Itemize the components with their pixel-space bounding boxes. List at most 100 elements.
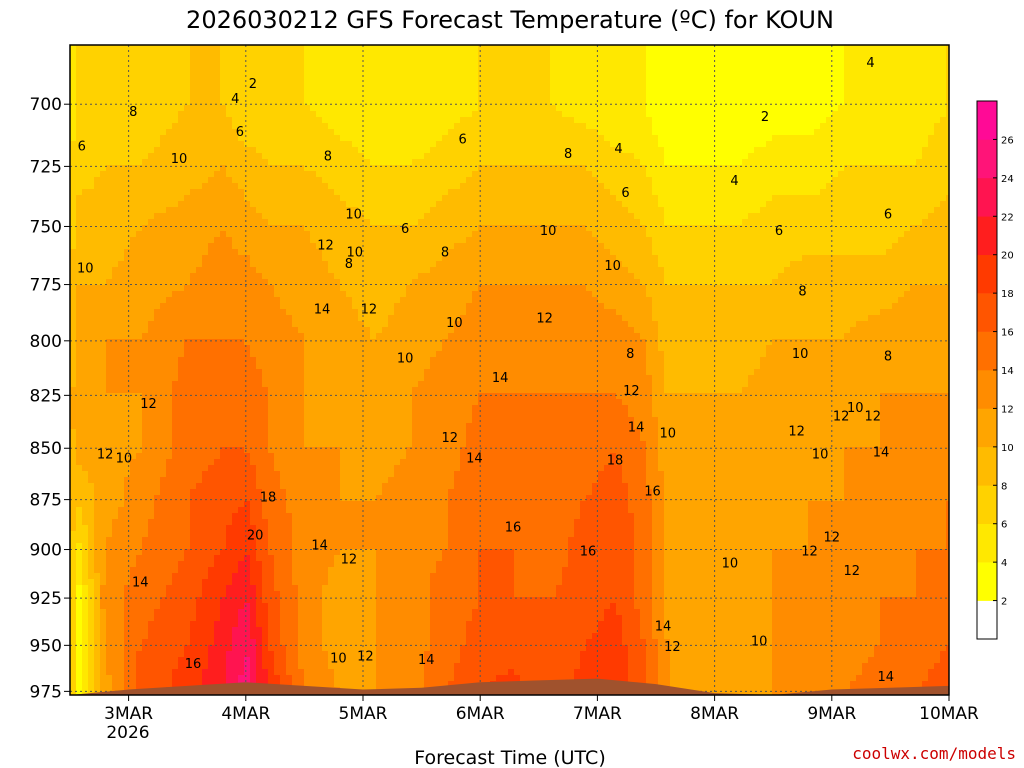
temperature-cell: [316, 399, 323, 406]
temperature-cell: [334, 135, 341, 142]
temperature-cell: [166, 57, 173, 64]
temperature-cell: [274, 57, 281, 64]
temperature-cell: [328, 381, 335, 388]
temperature-cell: [226, 381, 233, 388]
temperature-cell: [214, 345, 221, 352]
temperature-cell: [190, 147, 197, 154]
temperature-cell: [304, 645, 311, 652]
temperature-cell: [220, 411, 227, 418]
temperature-cell: [280, 507, 287, 514]
temperature-cell: [130, 615, 137, 622]
temperature-cell: [148, 183, 155, 190]
temperature-cell: [244, 351, 251, 358]
temperature-cell: [88, 51, 95, 58]
temperature-cell: [82, 375, 89, 382]
temperature-cell: [238, 255, 245, 262]
temperature-cell: [118, 345, 125, 352]
temperature-cell: [166, 531, 173, 538]
temperature-cell: [322, 585, 329, 592]
temperature-cell: [190, 357, 197, 364]
temperature-cell: [268, 399, 275, 406]
temperature-cell: [220, 249, 227, 256]
temperature-cell: [136, 639, 143, 646]
temperature-cell: [154, 645, 161, 652]
temperature-cell: [226, 543, 233, 550]
temperature-cell: [340, 381, 347, 388]
temperature-cell: [178, 549, 185, 556]
temperature-cell: [172, 165, 179, 172]
temperature-cell: [190, 93, 197, 100]
temperature-cell: [232, 435, 239, 442]
temperature-cell: [208, 651, 215, 658]
temperature-cell: [244, 345, 251, 352]
temperature-cell: [220, 525, 227, 532]
temperature-cell: [184, 477, 191, 484]
temperature-cell: [148, 447, 155, 454]
temperature-cell: [334, 621, 341, 628]
temperature-cell: [70, 633, 77, 640]
temperature-cell: [340, 549, 347, 556]
temperature-cell: [340, 477, 347, 484]
temperature-cell: [118, 459, 125, 466]
temperature-cell: [196, 141, 203, 148]
temperature-cell: [118, 171, 125, 178]
temperature-cell: [94, 489, 101, 496]
temperature-cell: [256, 171, 263, 178]
temperature-cell: [166, 621, 173, 628]
temperature-cell: [184, 381, 191, 388]
temperature-cell: [292, 411, 299, 418]
temperature-cell: [214, 399, 221, 406]
temperature-cell: [268, 651, 275, 658]
temperature-cell: [130, 459, 137, 466]
temperature-cell: [304, 45, 311, 52]
temperature-cell: [100, 609, 107, 616]
temperature-cell: [154, 285, 161, 292]
temperature-cell: [148, 123, 155, 130]
temperature-cell: [292, 531, 299, 538]
temperature-cell: [250, 573, 257, 580]
temperature-cell: [118, 435, 125, 442]
temperature-cell: [70, 75, 77, 82]
temperature-cell: [172, 477, 179, 484]
temperature-cell: [322, 183, 329, 190]
temperature-cell: [160, 417, 167, 424]
temperature-cell: [292, 93, 299, 100]
temperature-cell: [238, 333, 245, 340]
temperature-cell: [286, 231, 293, 238]
temperature-cell: [220, 237, 227, 244]
temperature-cell: [238, 453, 245, 460]
temperature-cell: [196, 69, 203, 76]
temperature-cell: [250, 105, 257, 112]
temperature-cell: [190, 141, 197, 148]
temperature-cell: [142, 309, 149, 316]
temperature-cell: [130, 483, 137, 490]
temperature-cell: [256, 579, 263, 586]
temperature-cell: [214, 225, 221, 232]
temperature-cell: [154, 423, 161, 430]
temperature-cell: [148, 615, 155, 622]
temperature-cell: [232, 327, 239, 334]
temperature-cell: [142, 459, 149, 466]
temperature-cell: [268, 225, 275, 232]
temperature-cell: [82, 537, 89, 544]
temperature-cell: [262, 573, 269, 580]
temperature-cell: [184, 51, 191, 58]
temperature-cell: [334, 207, 341, 214]
temperature-cell: [208, 99, 215, 106]
temperature-cell: [160, 117, 167, 124]
temperature-cell: [94, 597, 101, 604]
temperature-cell: [70, 195, 77, 202]
temperature-cell: [292, 267, 299, 274]
temperature-cell: [166, 327, 173, 334]
temperature-cell: [334, 549, 341, 556]
temperature-cell: [238, 237, 245, 244]
temperature-cell: [82, 369, 89, 376]
temperature-cell: [82, 303, 89, 310]
temperature-cell: [172, 93, 179, 100]
temperature-cell: [232, 171, 239, 178]
temperature-cell: [238, 465, 245, 472]
temperature-cell: [286, 237, 293, 244]
temperature-cell: [274, 501, 281, 508]
temperature-cell: [310, 219, 317, 226]
temperature-cell: [178, 627, 185, 634]
